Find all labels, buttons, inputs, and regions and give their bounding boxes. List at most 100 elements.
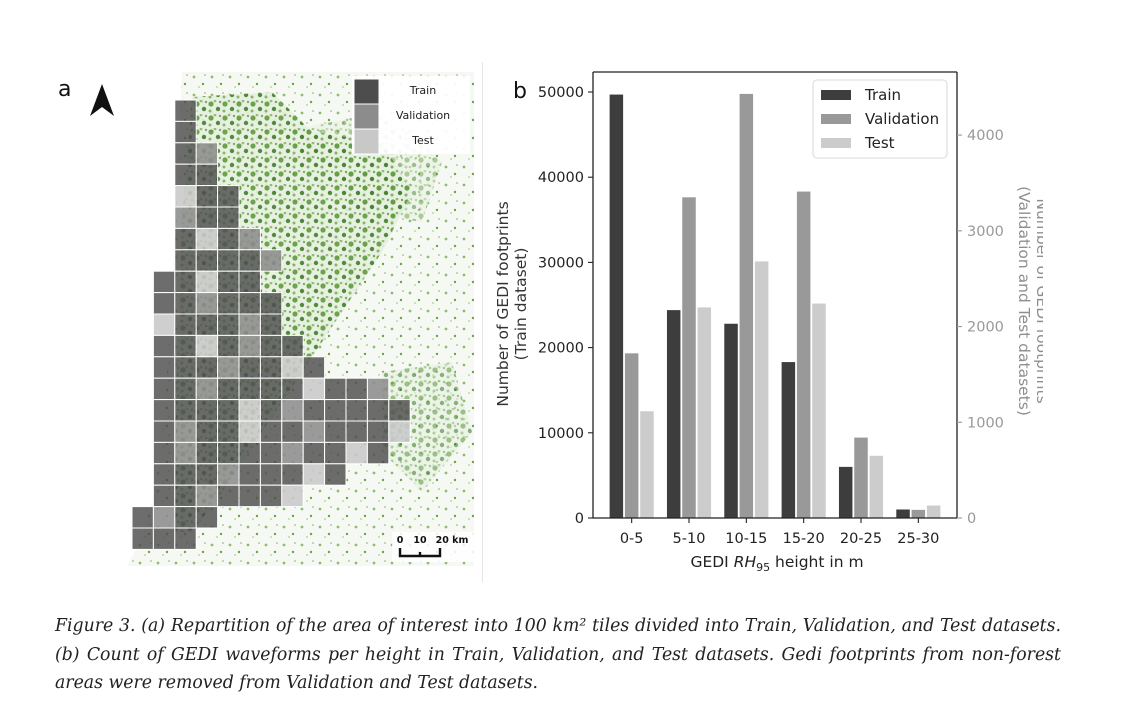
y-tick-label: 50000 bbox=[538, 85, 584, 101]
bar-train-0-5 bbox=[609, 94, 624, 518]
map-tile bbox=[217, 420, 240, 443]
map-tile bbox=[259, 292, 283, 315]
map-tile bbox=[174, 527, 197, 550]
scale-tick-0: 0 bbox=[397, 535, 404, 546]
bar-validation-20-25 bbox=[854, 437, 868, 518]
map-tile bbox=[217, 356, 240, 379]
bar-validation-5-10 bbox=[682, 197, 696, 518]
map-tile bbox=[281, 463, 304, 486]
map-tile bbox=[174, 185, 197, 208]
figure-caption: Figure 3. (a) Repartition of the area of… bbox=[55, 616, 1061, 693]
map-tile bbox=[195, 249, 219, 272]
map-tile bbox=[238, 399, 261, 422]
map-tile bbox=[152, 420, 176, 443]
map-tile bbox=[195, 334, 219, 358]
map-tile bbox=[152, 334, 176, 358]
map-tile bbox=[324, 377, 347, 401]
bar-train-25-30 bbox=[896, 509, 910, 518]
map-tile bbox=[324, 399, 347, 422]
map-legend-validation: Validation bbox=[396, 109, 450, 122]
map-tile bbox=[174, 377, 197, 401]
map-tile bbox=[195, 484, 219, 508]
map-tile bbox=[238, 334, 261, 358]
map-tile bbox=[131, 506, 154, 529]
bar-validation-15-20 bbox=[796, 191, 811, 518]
map-tile bbox=[345, 377, 368, 401]
map-tile bbox=[259, 484, 283, 508]
map-tile bbox=[131, 527, 154, 550]
map-tile bbox=[281, 399, 304, 422]
bar-test-5-10 bbox=[697, 307, 712, 518]
map-tile bbox=[217, 399, 240, 422]
map-tile bbox=[302, 377, 326, 401]
map-tile bbox=[324, 441, 347, 465]
bar-validation-0-5 bbox=[624, 353, 639, 518]
legend-swatch-validation bbox=[821, 114, 851, 124]
north-arrow-icon bbox=[90, 84, 114, 116]
map-tile bbox=[259, 249, 283, 272]
y2-axis-title-line2: (Validation and Test datasets) bbox=[1015, 186, 1033, 416]
map-tile bbox=[174, 399, 197, 422]
map-tile bbox=[195, 377, 219, 401]
map-tile bbox=[217, 249, 240, 272]
map-tile bbox=[366, 399, 390, 422]
map-tile bbox=[281, 334, 304, 358]
x-axis-title: GEDI RH95 height in m bbox=[690, 553, 863, 574]
map-tile bbox=[259, 441, 283, 465]
tile-map-canvas: Train Validation Test 0 10 20 km bbox=[127, 72, 474, 566]
map-tile bbox=[174, 506, 197, 529]
tile-map: Train Validation Test 0 10 20 km bbox=[82, 72, 474, 566]
map-tile bbox=[174, 270, 197, 294]
map-tile bbox=[195, 313, 219, 336]
map-legend-test: Test bbox=[411, 134, 434, 147]
map-tile bbox=[345, 399, 368, 422]
map-tile bbox=[238, 420, 261, 443]
legend-label-validation: Validation bbox=[865, 110, 939, 128]
map-tile bbox=[259, 377, 283, 401]
map-tile bbox=[238, 463, 261, 486]
map-tile bbox=[195, 441, 219, 465]
y-tick-label: 30000 bbox=[538, 255, 584, 271]
map-tile bbox=[195, 206, 219, 229]
map-tile bbox=[174, 163, 197, 187]
map-tile bbox=[324, 463, 347, 486]
legend-label-test: Test bbox=[864, 134, 895, 152]
map-tile bbox=[195, 292, 219, 315]
x-tick-label: 25-30 bbox=[897, 531, 939, 547]
map-tile bbox=[195, 506, 219, 529]
map-tile bbox=[152, 313, 176, 336]
map-tile bbox=[217, 270, 240, 294]
map-tile bbox=[174, 484, 197, 508]
bar-test-20-25 bbox=[869, 455, 884, 518]
bar-chart-panel: b 0 10000 20000 30000 40000 50000 0 1000 2000 300… bbox=[482, 62, 1051, 582]
bar-train-15-20 bbox=[781, 362, 796, 518]
scale-tick-20: 20 km bbox=[436, 535, 469, 546]
map-tile bbox=[195, 227, 219, 251]
x-tick-label: 10-15 bbox=[725, 531, 767, 547]
map-tile bbox=[174, 227, 197, 251]
map-tile bbox=[174, 334, 197, 358]
y-tick-label: 0 bbox=[575, 511, 584, 527]
map-tile bbox=[217, 484, 240, 508]
bar-validation-25-30 bbox=[911, 509, 926, 518]
map-tile bbox=[174, 313, 197, 336]
map-tile bbox=[195, 163, 219, 187]
bar-test-25-30 bbox=[926, 505, 941, 518]
map-tile bbox=[217, 377, 240, 401]
map-tile bbox=[195, 142, 219, 165]
map-tile bbox=[174, 142, 197, 165]
y-tick-label: 40000 bbox=[538, 170, 584, 186]
map-tile bbox=[302, 463, 326, 486]
map-tile bbox=[366, 420, 390, 443]
map-tile bbox=[195, 185, 219, 208]
scale-bar: 0 10 20 km bbox=[392, 532, 474, 562]
map-tile bbox=[281, 377, 304, 401]
panel-a-label: a bbox=[58, 77, 72, 102]
map-tile bbox=[324, 420, 347, 443]
map-tile bbox=[195, 270, 219, 294]
y-tick-label: 20000 bbox=[538, 341, 584, 357]
map-tile bbox=[281, 484, 304, 508]
map-tile bbox=[302, 420, 326, 443]
map-tile bbox=[259, 420, 283, 443]
map-tile bbox=[174, 206, 197, 229]
